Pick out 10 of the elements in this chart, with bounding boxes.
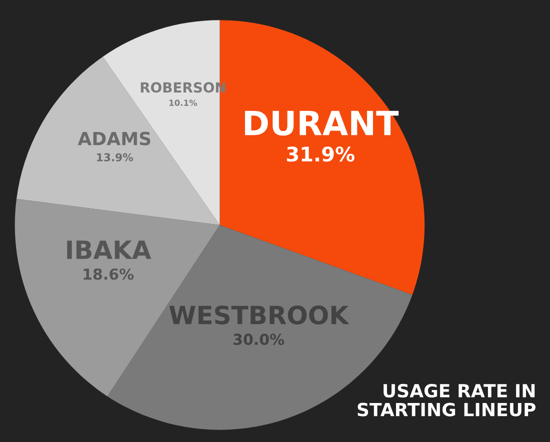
slice-label: WESTBROOK — [169, 306, 350, 324]
data-label: 31.9% — [287, 146, 354, 162]
data-label: 13.9% — [97, 153, 134, 162]
data-label: 18.6% — [84, 268, 134, 280]
slice-label: DURANT — [245, 110, 399, 136]
slice-label: IBAKA — [67, 240, 152, 259]
slice-label: ADAMS — [78, 132, 150, 146]
data-label: 30.0% — [234, 334, 284, 346]
data-label: 10.1% — [169, 100, 198, 106]
text: USAGE RATE IN STARTING LINEUP — [358, 384, 536, 416]
